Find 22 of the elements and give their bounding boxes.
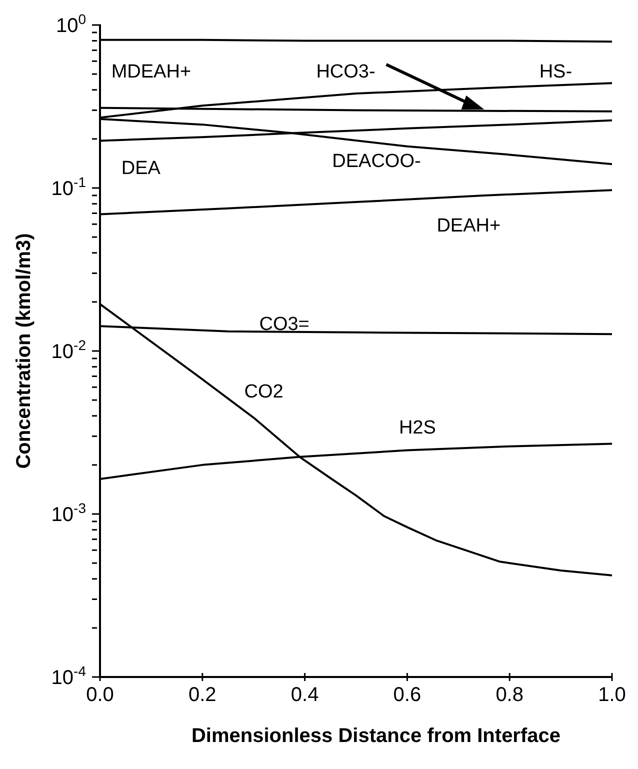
y-tick-label: 10$^{-3}$	[51, 500, 86, 526]
y-tick-label: 10$^{0}$	[56, 11, 86, 37]
legend-label: MDEAH+	[111, 61, 192, 82]
x-axis-title: Dimensionless Distance from Interface	[191, 725, 561, 747]
series-label: H2S	[398, 417, 436, 438]
series-label: HCO3-	[316, 61, 376, 82]
x-tick-label: 0.0	[86, 684, 114, 706]
x-tick-label: 0.2	[188, 684, 216, 706]
x-tick-label: 1.0	[598, 684, 626, 706]
series-label: CO3=	[259, 314, 310, 335]
y-tick-label: 10$^{-1}$	[51, 174, 86, 200]
series-label: CO2	[244, 382, 284, 403]
series-label: HS-	[539, 61, 572, 82]
x-tick-label: 0.8	[496, 684, 524, 706]
x-tick-label: 0.4	[290, 684, 319, 706]
series-label: DEAH+	[436, 215, 501, 236]
x-tick-label: 0.6	[393, 684, 422, 706]
series-label: DEA	[121, 158, 161, 179]
y-tick-label: 10$^{-2}$	[51, 337, 86, 363]
series-label: DEACOO-	[332, 150, 421, 172]
y-axis-title: Concentration (kmol/m3)	[13, 233, 35, 469]
y-tick-label: 10$^{-4}$	[51, 663, 86, 689]
